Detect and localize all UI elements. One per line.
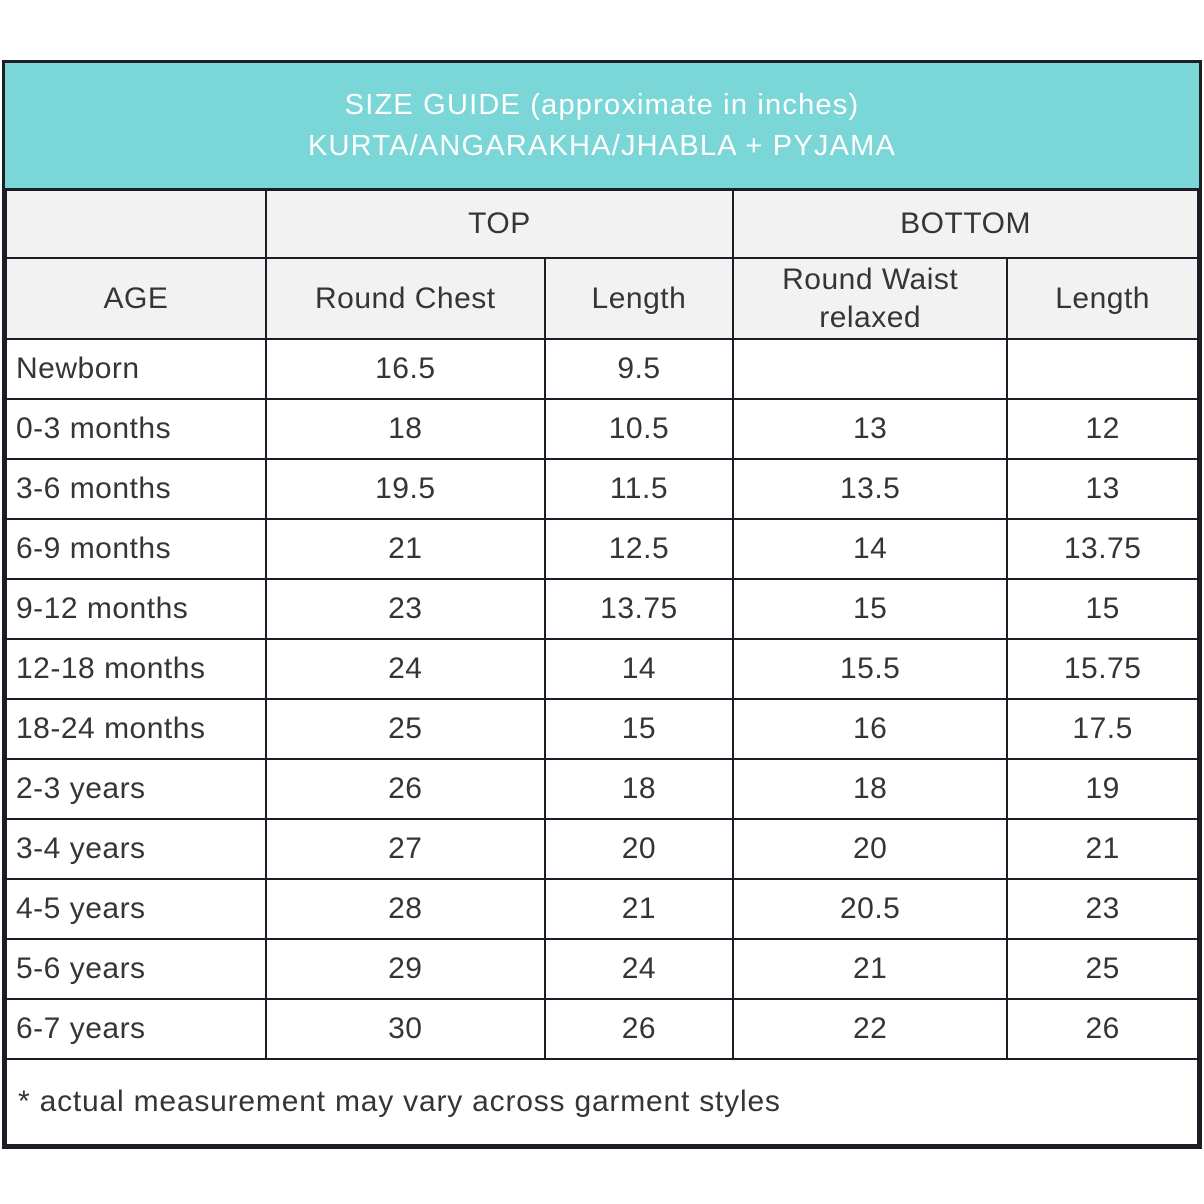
value-cell: 23 bbox=[1006, 878, 1199, 940]
value-cell: 19 bbox=[1006, 758, 1199, 820]
column-header-row: AGE Round Chest Length Round Waist relax… bbox=[5, 257, 1199, 340]
value-cell: 20 bbox=[543, 818, 735, 880]
size-table: TOP BOTTOM AGE Round Chest Length Round … bbox=[5, 189, 1199, 1146]
empty-group-cell bbox=[5, 189, 267, 259]
value-cell: 24 bbox=[543, 938, 735, 1000]
value-cell: 23 bbox=[264, 578, 546, 640]
table-row: 4-5 years 28 21 20.5 23 bbox=[5, 878, 1199, 940]
column-header-top-length: Length bbox=[543, 257, 735, 340]
table-title: SIZE GUIDE (approximate in inches) bbox=[344, 89, 860, 122]
value-cell bbox=[732, 338, 1009, 400]
value-cell: 26 bbox=[1006, 998, 1199, 1060]
value-cell: 16.5 bbox=[264, 338, 546, 400]
age-cell: Newborn bbox=[5, 338, 267, 400]
table-row: 18-24 months 25 15 16 17.5 bbox=[5, 698, 1199, 760]
value-cell: 15 bbox=[543, 698, 735, 760]
value-cell: 20.5 bbox=[732, 878, 1009, 940]
age-cell: 9-12 months bbox=[5, 578, 267, 640]
table-row: 0-3 months 18 10.5 13 12 bbox=[5, 398, 1199, 460]
table-subtitle: KURTA/ANGARAKHA/JHABLA + PYJAMA bbox=[307, 129, 897, 162]
footnote-row: * actual measurement may vary across gar… bbox=[5, 1058, 1199, 1146]
value-cell: 21 bbox=[543, 878, 735, 940]
table-row: Newborn 16.5 9.5 bbox=[5, 338, 1199, 400]
value-cell: 29 bbox=[264, 938, 546, 1000]
footnote-text: * actual measurement may vary across gar… bbox=[5, 1058, 1199, 1146]
value-cell: 20 bbox=[732, 818, 1009, 880]
value-cell: 14 bbox=[732, 518, 1009, 580]
table-row: 6-9 months 21 12.5 14 13.75 bbox=[5, 518, 1199, 580]
value-cell: 21 bbox=[732, 938, 1009, 1000]
value-cell: 28 bbox=[264, 878, 546, 940]
age-cell: 6-9 months bbox=[5, 518, 267, 580]
table-row: 9-12 months 23 13.75 15 15 bbox=[5, 578, 1199, 640]
column-header-bottom-length: Length bbox=[1006, 257, 1199, 340]
value-cell: 13 bbox=[1006, 458, 1199, 520]
value-cell: 13 bbox=[732, 398, 1009, 460]
group-header-top: TOP bbox=[264, 189, 735, 259]
age-cell: 4-5 years bbox=[5, 878, 267, 940]
value-cell: 30 bbox=[264, 998, 546, 1060]
table-row: 12-18 months 24 14 15.5 15.75 bbox=[5, 638, 1199, 700]
value-cell: 11.5 bbox=[543, 458, 735, 520]
value-cell: 24 bbox=[264, 638, 546, 700]
value-cell: 22 bbox=[732, 998, 1009, 1060]
table-title-banner: SIZE GUIDE (approximate in inches) KURTA… bbox=[5, 63, 1199, 189]
age-cell: 2-3 years bbox=[5, 758, 267, 820]
table-row: 2-3 years 26 18 18 19 bbox=[5, 758, 1199, 820]
value-cell: 25 bbox=[1006, 938, 1199, 1000]
age-cell: 0-3 months bbox=[5, 398, 267, 460]
value-cell: 18 bbox=[543, 758, 735, 820]
value-cell: 14 bbox=[543, 638, 735, 700]
value-cell: 10.5 bbox=[543, 398, 735, 460]
size-guide-table: SIZE GUIDE (approximate in inches) KURTA… bbox=[2, 60, 1202, 1149]
value-cell: 16 bbox=[732, 698, 1009, 760]
value-cell: 27 bbox=[264, 818, 546, 880]
value-cell: 15 bbox=[732, 578, 1009, 640]
age-cell: 12-18 months bbox=[5, 638, 267, 700]
column-header-age: AGE bbox=[5, 257, 267, 340]
value-cell: 26 bbox=[264, 758, 546, 820]
age-cell: 6-7 years bbox=[5, 998, 267, 1060]
age-cell: 3-6 months bbox=[5, 458, 267, 520]
table-body: Newborn 16.5 9.5 0-3 months 18 10.5 13 12 3-6 mo… bbox=[5, 338, 1199, 1060]
table-row: 3-6 months 19.5 11.5 13.5 13 bbox=[5, 458, 1199, 520]
column-header-round-chest: Round Chest bbox=[264, 257, 546, 340]
value-cell: 17.5 bbox=[1006, 698, 1199, 760]
value-cell: 18 bbox=[264, 398, 546, 460]
group-header-bottom: BOTTOM bbox=[732, 189, 1199, 259]
age-cell: 18-24 months bbox=[5, 698, 267, 760]
value-cell: 13.5 bbox=[732, 458, 1009, 520]
value-cell: 25 bbox=[264, 698, 546, 760]
age-cell: 3-4 years bbox=[5, 818, 267, 880]
value-cell: 12 bbox=[1006, 398, 1199, 460]
value-cell: 26 bbox=[543, 998, 735, 1060]
value-cell: 13.75 bbox=[543, 578, 735, 640]
column-header-round-waist: Round Waist relaxed bbox=[732, 257, 1009, 340]
table-row: 6-7 years 30 26 22 26 bbox=[5, 998, 1199, 1060]
value-cell: 15 bbox=[1006, 578, 1199, 640]
value-cell: 18 bbox=[732, 758, 1009, 820]
value-cell: 21 bbox=[264, 518, 546, 580]
value-cell: 12.5 bbox=[543, 518, 735, 580]
column-group-row: TOP BOTTOM bbox=[5, 189, 1199, 259]
value-cell bbox=[1006, 338, 1199, 400]
value-cell: 21 bbox=[1006, 818, 1199, 880]
value-cell: 13.75 bbox=[1006, 518, 1199, 580]
value-cell: 19.5 bbox=[264, 458, 546, 520]
value-cell: 15.5 bbox=[732, 638, 1009, 700]
table-row: 3-4 years 27 20 20 21 bbox=[5, 818, 1199, 880]
age-cell: 5-6 years bbox=[5, 938, 267, 1000]
table-row: 5-6 years 29 24 21 25 bbox=[5, 938, 1199, 1000]
value-cell: 15.75 bbox=[1006, 638, 1199, 700]
value-cell: 9.5 bbox=[543, 338, 735, 400]
